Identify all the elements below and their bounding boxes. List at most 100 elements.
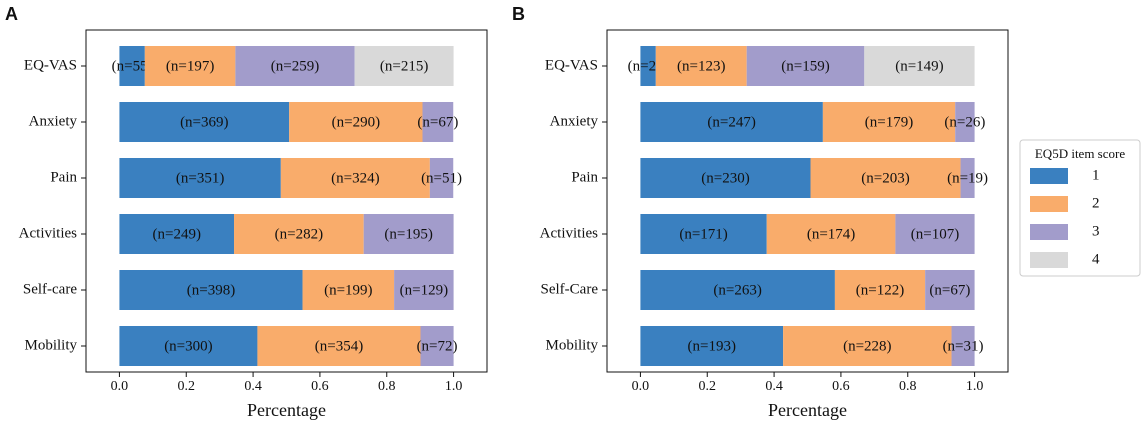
bar-segment [955,102,975,142]
x-tick-label: 1.0 [445,379,463,394]
data-label: (n=195) [384,226,432,242]
bar-segment [640,46,656,86]
x-tick-label: 0.8 [899,379,917,394]
legend-label: 1 [1092,167,1100,183]
data-label: (n=129) [400,282,448,298]
y-tick-label: Self-Care [541,281,599,297]
x-tick-label: 0.4 [244,379,262,394]
data-label: (n=171) [679,226,727,242]
bar-segment [925,270,975,310]
data-label: (n=67) [417,114,458,130]
data-label: (n=123) [677,58,725,74]
data-label: (n=159) [781,58,829,74]
data-label: (n=290) [332,114,380,130]
y-tick-label: Anxiety [550,113,599,129]
data-label: (n=369) [180,114,228,130]
bar-segment [119,158,281,198]
x-tick-label: 0.0 [111,379,129,394]
y-tick-label: EQ-VAS [24,57,77,73]
bar-segment [746,46,865,86]
y-tick-label: Mobility [24,337,77,353]
bar-segment [289,102,423,142]
data-label: (n=19) [947,170,988,186]
data-label: (n=259) [271,58,319,74]
bar-segment [119,270,303,310]
bar-segment [640,158,811,198]
bar-segment [302,270,395,310]
bar-segment [834,270,926,310]
bar-segment [960,158,975,198]
data-label: (n=174) [807,226,855,242]
bar-segment [822,102,956,142]
data-label: (n=263) [713,282,761,298]
data-label: (n=67) [929,282,970,298]
bar-segment [235,46,355,86]
legend-label: 4 [1092,251,1100,267]
data-label: (n=51) [421,170,462,186]
panel-label: B [512,4,525,24]
x-axis-label: Percentage [247,400,326,420]
x-axis-label: Percentage [768,400,847,420]
data-label: (n=26) [944,114,985,130]
legend-swatch [1030,224,1068,240]
bar-segment [766,214,896,254]
data-label: (n=55) [112,58,153,74]
data-label: (n=282) [275,226,323,242]
data-label: (n=203) [861,170,909,186]
legend-title: EQ5D item score [1035,146,1125,161]
bar-segment [640,102,823,142]
data-label: (n=324) [331,170,379,186]
plot-frame [85,29,488,373]
legend-swatch [1030,252,1068,268]
x-tick-label: 1.0 [966,379,984,394]
data-label: (n=215) [380,58,428,74]
bar-segment [864,46,975,86]
x-tick-label: 0.6 [311,379,329,394]
bar-segment [119,46,145,86]
data-label: (n=300) [164,338,212,354]
bar-segment [783,326,952,366]
data-label: (n=230) [701,170,749,186]
y-tick-label: Mobility [545,337,598,353]
x-tick-label: 0.2 [178,379,196,394]
panel-label: A [5,4,18,24]
bar-segment [655,46,747,86]
y-tick-label: Pain [571,169,598,185]
bar-segment [119,326,258,366]
data-label: (n=199) [324,282,372,298]
y-tick-label: EQ-VAS [545,57,598,73]
data-label: (n=31) [943,338,984,354]
data-label: (n=122) [856,282,904,298]
bar-segment [354,46,454,86]
bar-segment [895,214,975,254]
x-tick-label: 0.0 [632,379,650,394]
bar-segment [363,214,454,254]
bar-segment [951,326,975,366]
legend-swatch [1030,196,1068,212]
bar-segment [257,326,421,366]
y-tick-label: Self-care [23,281,77,297]
data-label: (n=249) [152,226,200,242]
bar-segment [640,270,835,310]
x-tick-label: 0.6 [832,379,850,394]
bar-segment [810,158,961,198]
bar-segment [422,102,454,142]
y-tick-label: Activities [540,225,598,241]
data-label: (n=351) [176,170,224,186]
data-label: (n=247) [707,114,755,130]
data-label: (n=193) [688,338,736,354]
x-tick-label: 0.8 [378,379,396,394]
bar-segment [640,326,784,366]
bar-segment [640,214,767,254]
data-label: (n=354) [315,338,363,354]
bar-segment [234,214,364,254]
data-label: (n=197) [166,58,214,74]
plot-frame [606,29,1009,373]
bar-segment [144,46,236,86]
data-label: (n=398) [187,282,235,298]
data-label: (n=179) [865,114,913,130]
bar-segment [429,158,454,198]
data-label: (n=107) [911,226,959,242]
bar-segment [280,158,430,198]
